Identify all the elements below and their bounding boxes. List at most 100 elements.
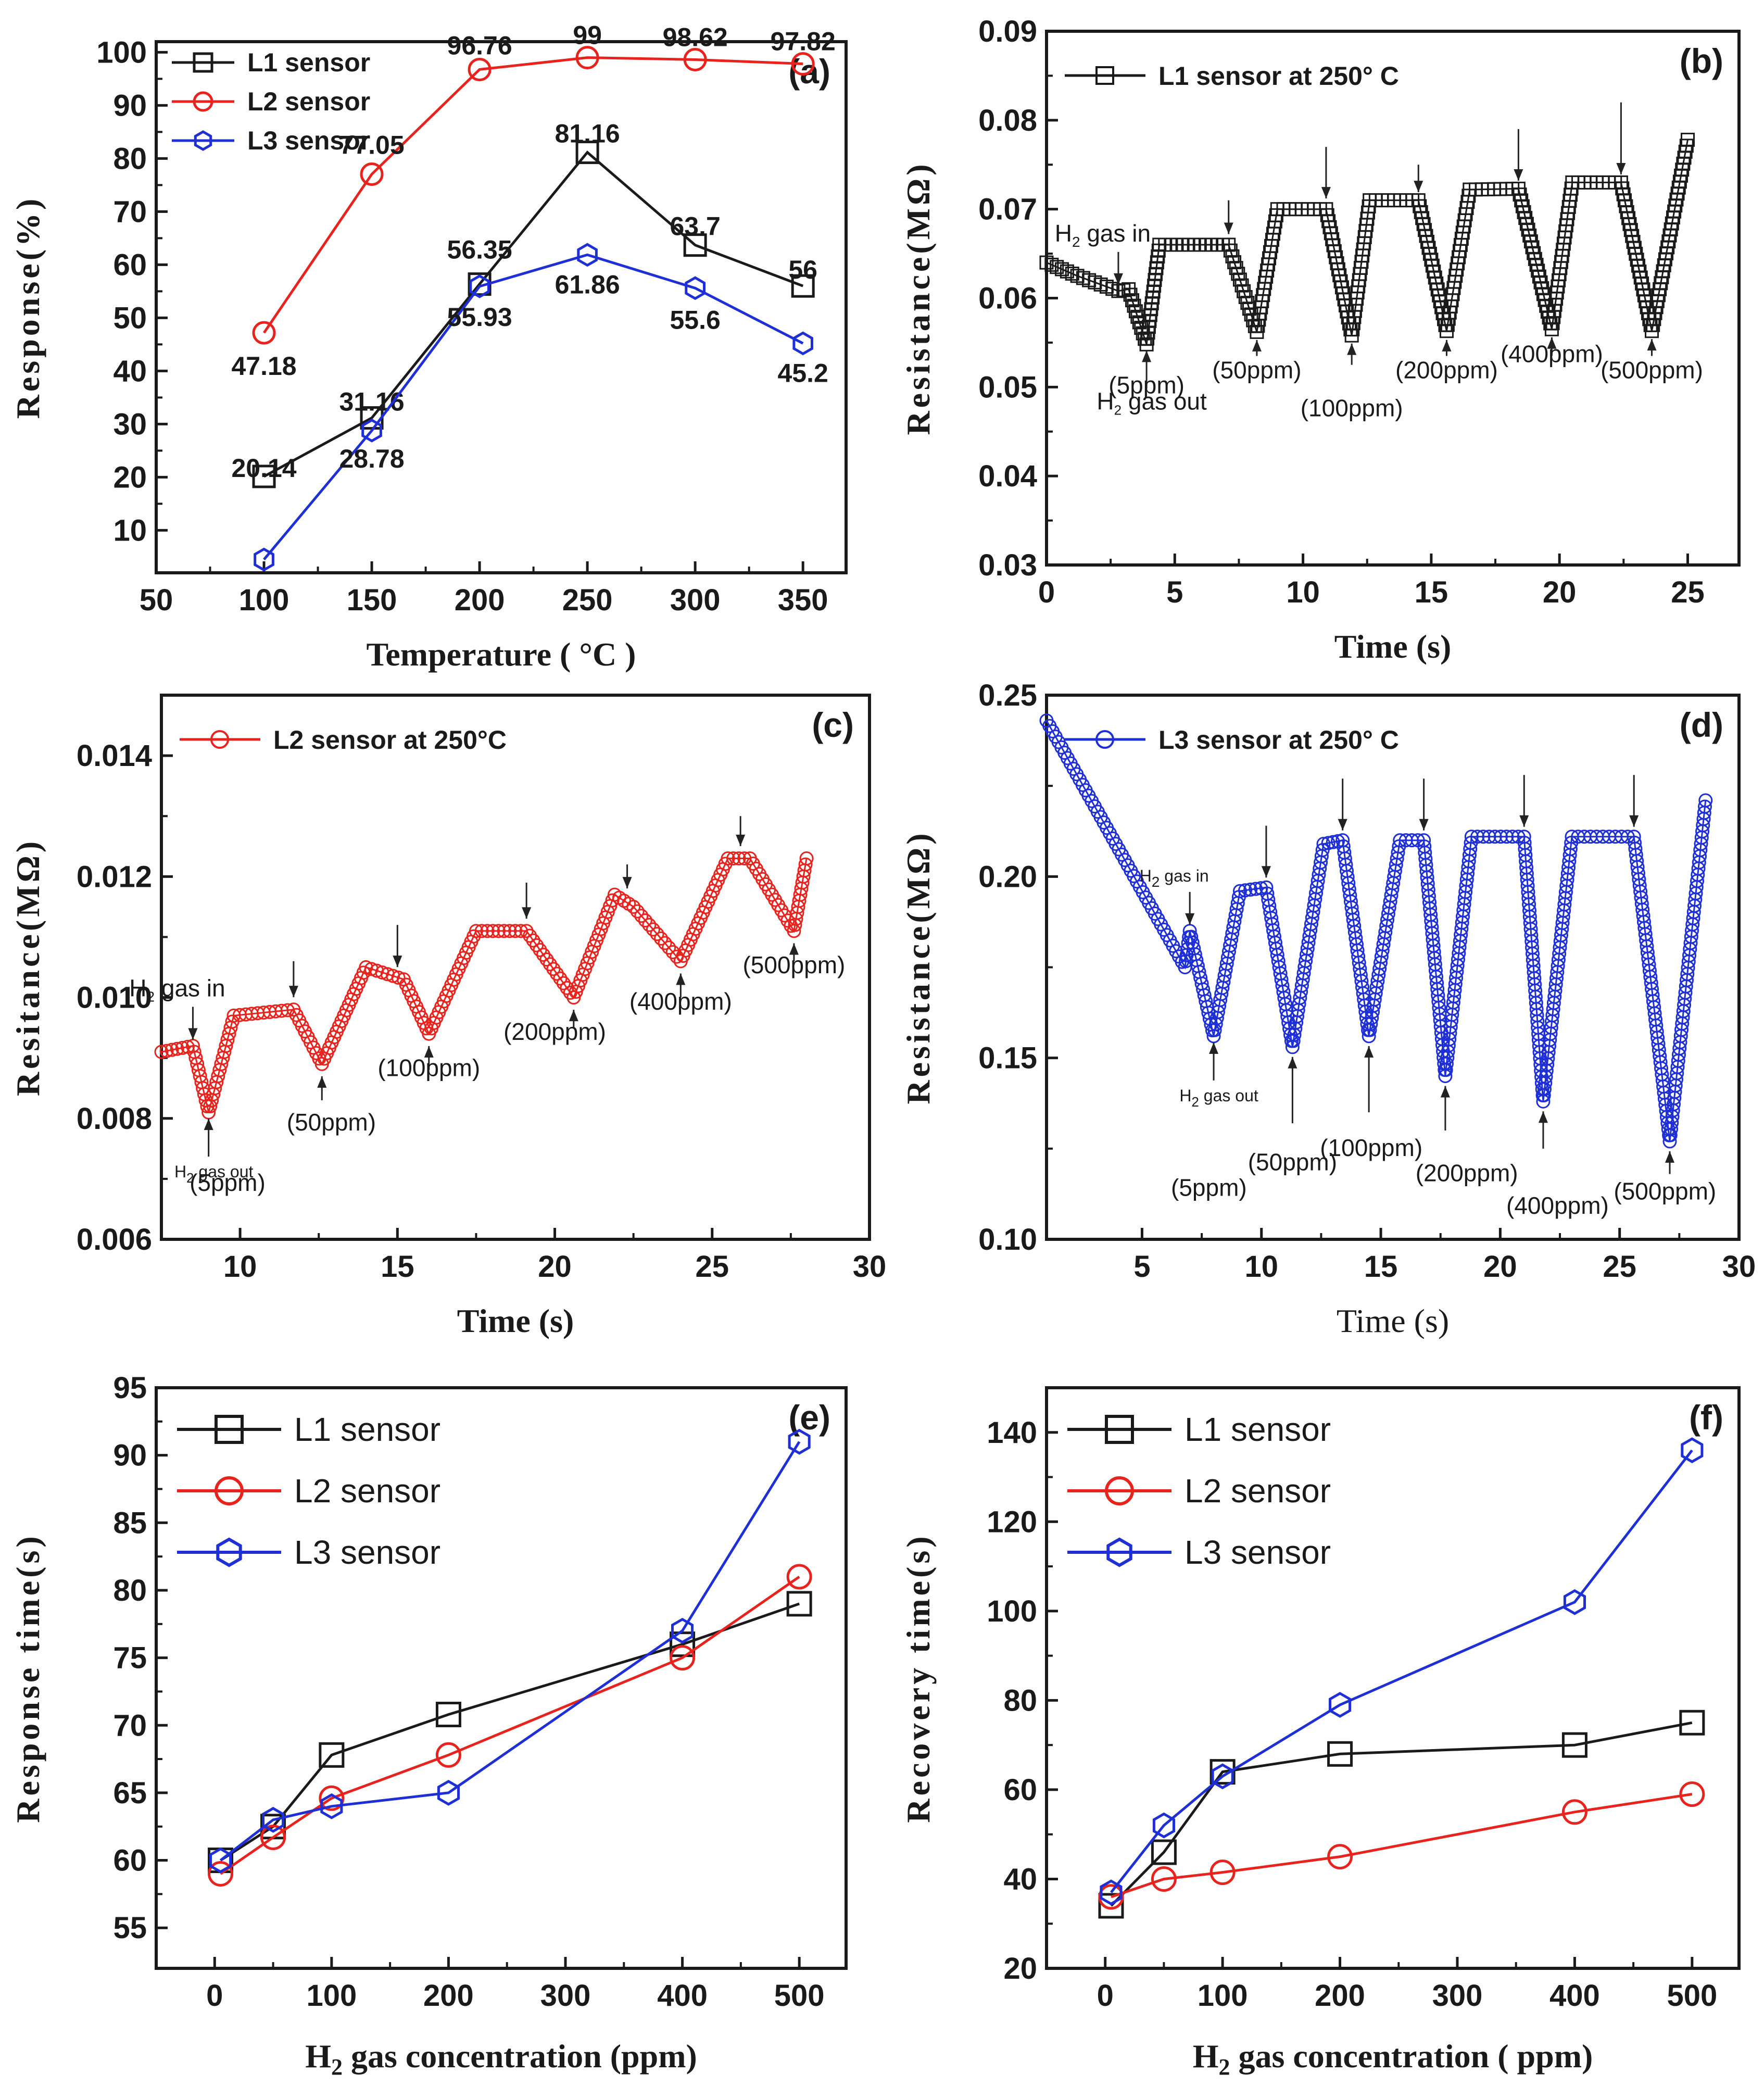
- y-tick-label: 70: [113, 195, 147, 229]
- gas-in-arrow: [1113, 252, 1123, 285]
- legend-entry: L1 sensor: [247, 48, 370, 77]
- trace-point: [1698, 793, 1713, 808]
- series-line: [1110, 1721, 1693, 1907]
- data-point: [437, 1780, 460, 1806]
- y-tick-label: 30: [113, 407, 147, 441]
- panel-label-f: (f): [1689, 1398, 1723, 1437]
- y-tick-label: 55: [113, 1911, 147, 1945]
- data-point: [252, 464, 276, 488]
- concentration-label: (500ppm): [1614, 1177, 1716, 1204]
- trace-point: [159, 1044, 174, 1058]
- trace-point: [1060, 264, 1074, 279]
- plot-frame: [1045, 1386, 1741, 1970]
- data-point: [319, 1785, 345, 1811]
- trace-point: [726, 851, 741, 865]
- concentration-label: (50ppm): [1212, 356, 1301, 383]
- data-point: [254, 547, 274, 572]
- chart-panel-a: 50 100 150 200 250 300 350 10 20 30 40 50 60 70 80 90 10…: [9, 21, 848, 673]
- y-tick-label: 20: [1003, 1952, 1037, 1986]
- gas-in-arrow: [522, 882, 532, 919]
- concentration-label: (5ppm): [1108, 371, 1185, 398]
- x-tick-label: 5: [1166, 575, 1183, 609]
- series-l2-sensor: 47.18 77.05 96.76 99 98.62 97.82: [231, 21, 835, 381]
- trace-point: [1238, 883, 1253, 898]
- data-point: [1329, 1692, 1352, 1718]
- x-axis-label: Time (s): [457, 1302, 574, 1339]
- panel-label-d: (d): [1680, 706, 1723, 744]
- data-point: [683, 47, 707, 71]
- y-tick-label: 50: [113, 301, 147, 335]
- x-tick-label: 350: [778, 583, 828, 617]
- series-l2-sensor-at-250-c: [154, 851, 814, 1120]
- series-l2-sensor: [208, 1564, 812, 1887]
- concentration-label: (100ppm): [1320, 1134, 1422, 1161]
- y-tick-label: 0.25: [978, 679, 1037, 712]
- legend-marker: [215, 1415, 244, 1444]
- x-tick-label: 400: [1549, 1979, 1600, 2013]
- data-point: [1561, 1732, 1587, 1758]
- x-tick-label: 10: [223, 1250, 257, 1284]
- trace-point: [154, 1045, 169, 1059]
- y-tick-label: 0.008: [77, 1102, 152, 1136]
- trace-point: [513, 924, 528, 938]
- data-label: 98.62: [663, 22, 728, 52]
- y-tick-label: 80: [113, 142, 147, 175]
- legend-marker: [215, 1476, 244, 1505]
- gas-out-arrow: [789, 943, 799, 961]
- concentration-label: (400ppm): [1506, 1192, 1609, 1219]
- trace-point: [508, 924, 523, 938]
- series-l2-sensor: [1098, 1781, 1705, 1910]
- chart-panel-b: 0 5 10 15 20 25 0.03 0.04 0.05 0.06 0.07 0.08 0.09 Ti…: [900, 15, 1741, 665]
- data-point: [1561, 1799, 1587, 1825]
- x-tick-label: 250: [562, 583, 613, 617]
- gas-in-arrow: [1414, 165, 1423, 193]
- y-tick-label: 100: [96, 35, 147, 69]
- data-point: [791, 52, 815, 76]
- gas-out-label: H2 gas out: [174, 1162, 254, 1186]
- gas-out-label: H2 gas out: [1179, 1086, 1258, 1110]
- x-tick-label: 300: [670, 583, 721, 617]
- trace-point: [1493, 830, 1508, 844]
- concentration-label: (400ppm): [1501, 341, 1603, 368]
- y-tick-label: 100: [987, 1594, 1037, 1628]
- data-point: [577, 243, 598, 267]
- data-label: 96.76: [447, 31, 512, 60]
- trace-point: [721, 851, 735, 865]
- legend-entry: L1 sensor: [1185, 1411, 1331, 1448]
- x-tick-label: 200: [423, 1979, 474, 2013]
- trace-point: [480, 924, 495, 938]
- y-tick-label: 70: [113, 1708, 147, 1742]
- legend-entry: L2 sensor: [247, 87, 370, 116]
- data-point: [320, 1793, 343, 1819]
- y-tick-label: 0.20: [978, 860, 1037, 894]
- legend-entry: L1 sensor: [294, 1411, 440, 1448]
- gas-out-arrow: [424, 1046, 434, 1070]
- y-tick-label: 0.15: [978, 1041, 1037, 1075]
- y-tick-label: 80: [113, 1574, 147, 1607]
- gas-out-arrow: [1440, 1086, 1450, 1130]
- trace-point: [474, 924, 489, 938]
- data-label: 97.82: [771, 27, 836, 56]
- y-tick-label: 0.010: [77, 981, 152, 1015]
- data-label: 56: [788, 255, 817, 284]
- data-label: 56.35: [447, 235, 512, 265]
- legend: L3 sensor at 250° C: [1065, 725, 1399, 755]
- data-point: [361, 418, 382, 443]
- y-tick-label: 40: [113, 354, 147, 388]
- data-point: [209, 1847, 232, 1874]
- x-tick-label: 200: [1315, 1979, 1365, 2013]
- trace-point: [486, 924, 500, 938]
- data-point: [1152, 1812, 1175, 1839]
- x-tick-label: 300: [1432, 1979, 1483, 2013]
- x-tick-label: 0: [206, 1979, 223, 2013]
- series-line: [263, 253, 804, 561]
- y-tick-label: 20: [113, 460, 147, 494]
- data-point: [786, 1591, 812, 1617]
- gas-in-arrow: [1616, 102, 1626, 174]
- x-tick-label: 50: [140, 583, 173, 617]
- data-point: [1679, 1781, 1705, 1807]
- x-tick-label: 0: [1038, 575, 1055, 609]
- data-point: [319, 1742, 345, 1768]
- gas-in-arrow: [1514, 129, 1523, 181]
- legend-marker: [193, 91, 213, 112]
